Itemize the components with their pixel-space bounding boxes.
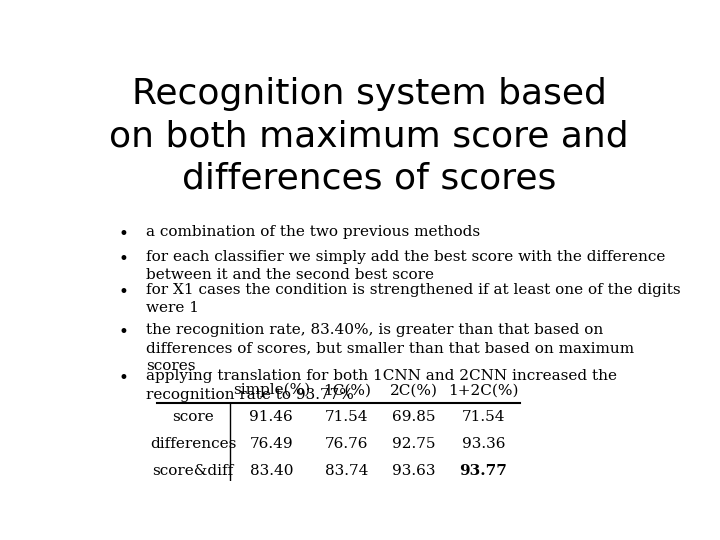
Text: 93.63: 93.63 bbox=[392, 464, 436, 478]
Text: simple(%): simple(%) bbox=[233, 383, 310, 397]
Text: •: • bbox=[119, 250, 128, 268]
Text: •: • bbox=[119, 369, 128, 387]
Text: score&diff: score&diff bbox=[153, 464, 234, 478]
Text: •: • bbox=[119, 225, 128, 243]
Text: •: • bbox=[119, 283, 128, 301]
Text: a combination of the two previous methods: a combination of the two previous method… bbox=[145, 225, 480, 239]
Text: 93.36: 93.36 bbox=[462, 437, 505, 451]
Text: differences: differences bbox=[150, 437, 236, 451]
Text: score: score bbox=[172, 410, 214, 424]
Text: 1C(%): 1C(%) bbox=[323, 383, 371, 397]
Text: 83.74: 83.74 bbox=[325, 464, 369, 478]
Text: 71.54: 71.54 bbox=[462, 410, 505, 424]
Text: 93.77: 93.77 bbox=[459, 464, 508, 478]
Text: for each classifier we simply add the best score with the difference
between it : for each classifier we simply add the be… bbox=[145, 250, 665, 282]
Text: 83.40: 83.40 bbox=[250, 464, 293, 478]
Text: 91.46: 91.46 bbox=[249, 410, 293, 424]
Text: 92.75: 92.75 bbox=[392, 437, 436, 451]
Text: 76.49: 76.49 bbox=[250, 437, 293, 451]
Text: 2C(%): 2C(%) bbox=[390, 383, 438, 397]
Text: 1+2C(%): 1+2C(%) bbox=[448, 383, 518, 397]
Text: the recognition rate, 83.40%, is greater than that based on
differences of score: the recognition rate, 83.40%, is greater… bbox=[145, 322, 634, 373]
Text: 69.85: 69.85 bbox=[392, 410, 436, 424]
Text: Recognition system based
on both maximum score and
differences of scores: Recognition system based on both maximum… bbox=[109, 77, 629, 195]
Text: applying translation for both 1CNN and 2CNN increased the
recognition rate to 93: applying translation for both 1CNN and 2… bbox=[145, 369, 617, 402]
Text: •: • bbox=[119, 322, 128, 341]
Text: 71.54: 71.54 bbox=[325, 410, 369, 424]
Text: 76.76: 76.76 bbox=[325, 437, 369, 451]
Text: for X1 cases the condition is strengthened if at least one of the digits
were 1: for X1 cases the condition is strengthen… bbox=[145, 283, 680, 315]
